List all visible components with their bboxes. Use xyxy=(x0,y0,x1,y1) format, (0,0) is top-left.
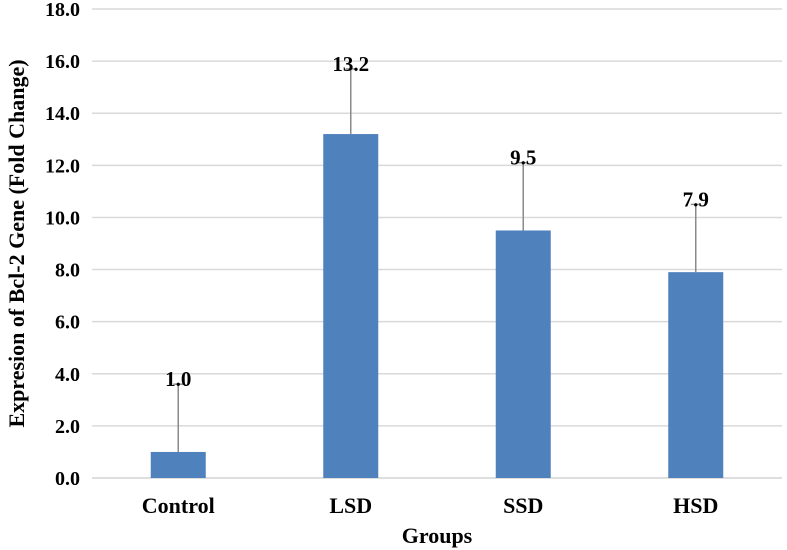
y-tick-label: 4.0 xyxy=(55,364,80,386)
x-tick-label-control: Control xyxy=(142,493,215,518)
y-tick-label: 6.0 xyxy=(55,312,80,334)
y-tick-label: 12.0 xyxy=(45,155,80,177)
y-tick-labels: 0.0 2.0 4.0 6.0 8.0 10.0 12.0 14.0 16.0 18.0 xyxy=(45,0,80,490)
x-tick-label-ssd: SSD xyxy=(503,493,543,518)
y-tick-label: 18.0 xyxy=(45,0,80,21)
bar-ssd xyxy=(495,230,551,478)
x-tick-label-hsd: HSD xyxy=(673,493,718,518)
data-label-control: 1.0 xyxy=(165,367,191,391)
y-tick-label: 10.0 xyxy=(45,207,80,229)
data-label-hsd: 7.9 xyxy=(683,187,709,211)
data-label-lsd: 13.2 xyxy=(332,52,369,76)
y-axis-title: Expresion of Bcl-2 Gene (Fold Change) xyxy=(4,59,29,427)
bar-control xyxy=(150,451,206,478)
gridlines xyxy=(92,8,782,479)
error-bars xyxy=(173,68,701,452)
y-tick-label: 0.0 xyxy=(55,468,80,490)
data-label-ssd: 9.5 xyxy=(510,146,536,170)
bar-lsd xyxy=(323,134,379,479)
data-labels: 1.0 13.2 9.5 7.9 xyxy=(165,52,709,391)
y-tick-label: 8.0 xyxy=(55,260,80,282)
x-tick-labels: Control LSD SSD HSD xyxy=(142,493,719,518)
x-axis-title: Groups xyxy=(402,523,473,548)
y-tick-label: 14.0 xyxy=(45,103,80,125)
bar-hsd xyxy=(668,272,724,478)
y-tick-label: 16.0 xyxy=(45,51,80,73)
x-tick-label-lsd: LSD xyxy=(329,493,372,518)
bars xyxy=(150,134,724,479)
y-tick-label: 2.0 xyxy=(55,416,80,438)
